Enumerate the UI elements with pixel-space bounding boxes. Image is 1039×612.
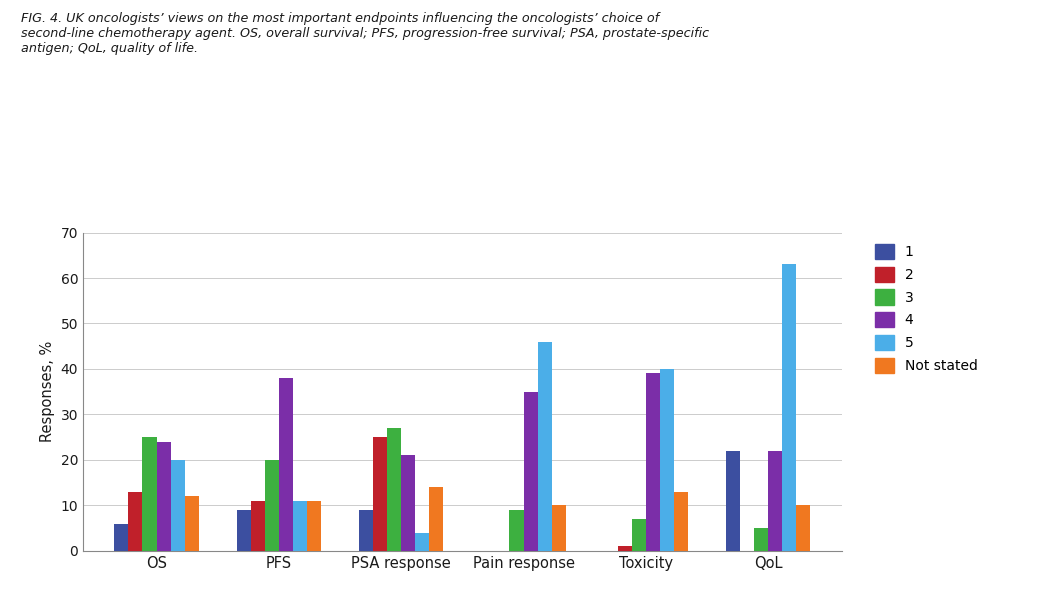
Bar — [114, 523, 129, 551]
Bar — [401, 455, 416, 551]
Bar — [278, 378, 293, 551]
Bar — [524, 392, 537, 551]
Bar — [416, 532, 429, 551]
Bar — [552, 506, 565, 551]
Y-axis label: Responses, %: Responses, % — [41, 341, 55, 442]
Text: FIG. 4. UK oncologists’ views on the most important endpoints influencing the on: FIG. 4. UK oncologists’ views on the mos… — [21, 12, 709, 55]
Bar — [754, 528, 768, 551]
Bar — [660, 369, 674, 551]
Bar — [265, 460, 278, 551]
Bar — [250, 501, 265, 551]
Bar — [142, 437, 157, 551]
Bar — [293, 501, 307, 551]
Bar — [726, 451, 740, 551]
Bar — [237, 510, 250, 551]
Bar — [307, 501, 321, 551]
Bar — [646, 373, 660, 551]
Bar — [429, 487, 444, 551]
Bar — [674, 491, 688, 551]
Bar — [796, 506, 810, 551]
Bar — [373, 437, 388, 551]
Bar — [618, 547, 632, 551]
Bar — [632, 519, 646, 551]
Bar — [782, 264, 796, 551]
Bar — [129, 491, 142, 551]
Bar — [537, 341, 552, 551]
Bar — [359, 510, 373, 551]
Bar — [185, 496, 198, 551]
Bar — [388, 428, 401, 551]
Bar — [768, 451, 782, 551]
Bar — [170, 460, 185, 551]
Bar — [157, 442, 170, 551]
Legend: 1, 2, 3, 4, 5, Not stated: 1, 2, 3, 4, 5, Not stated — [872, 239, 982, 378]
Bar — [509, 510, 524, 551]
